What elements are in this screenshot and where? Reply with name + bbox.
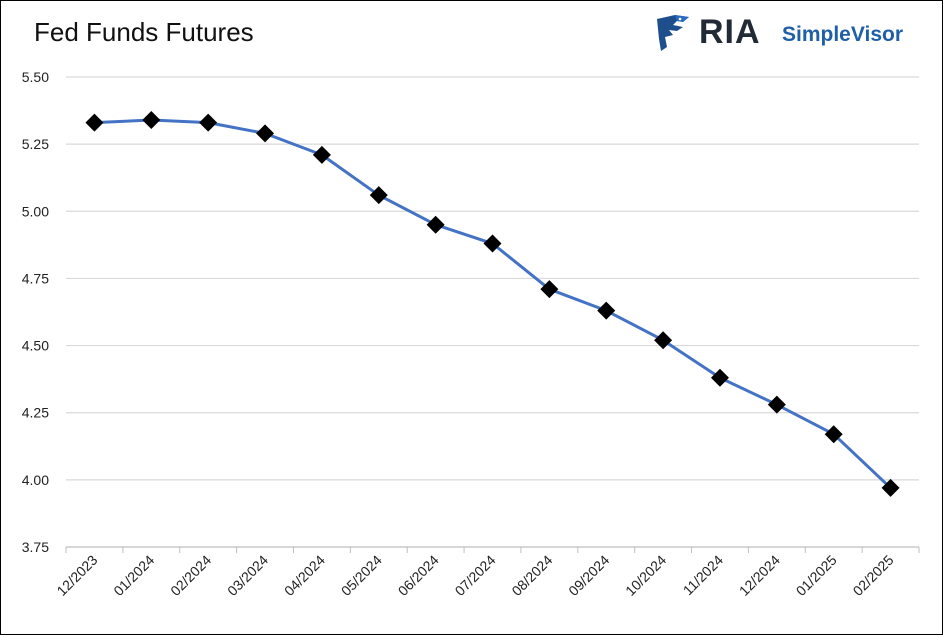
logo-brand: RIA xyxy=(699,13,761,51)
data-point xyxy=(256,124,275,143)
y-axis-ticks: 3.75 4.00 4.25 4.50 4.75 5.00 5.25 5.50 xyxy=(22,69,49,555)
x-tick-label: 09/2024 xyxy=(565,552,612,599)
x-tick-label: 01/2024 xyxy=(110,552,157,599)
y-tick-label: 5.00 xyxy=(22,203,49,219)
x-tick-label: 10/2024 xyxy=(622,552,669,599)
data-point xyxy=(85,113,104,132)
x-tick-label: 02/2025 xyxy=(850,552,897,599)
x-tick-label: 05/2024 xyxy=(338,552,385,599)
data-point xyxy=(199,113,218,132)
gridlines xyxy=(66,76,919,481)
x-tick-label: 02/2024 xyxy=(167,552,214,599)
data-point xyxy=(767,395,786,414)
y-tick-label: 4.50 xyxy=(22,338,49,354)
x-axis: 12/2023 01/2024 02/2024 03/2024 04/2024 05/20… xyxy=(53,546,920,599)
data-point xyxy=(710,368,729,387)
data-point xyxy=(369,186,388,205)
y-tick-label: 5.50 xyxy=(22,69,49,85)
series-line xyxy=(94,118,892,490)
x-tick-label: 04/2024 xyxy=(281,552,328,599)
data-point xyxy=(142,110,161,129)
logo-product: SimpleVisor xyxy=(782,23,903,46)
x-tick-label: 12/2024 xyxy=(736,552,783,599)
y-tick-label: 4.75 xyxy=(22,270,49,286)
y-tick-label: 4.00 xyxy=(22,472,49,488)
x-tick-label: 11/2024 xyxy=(680,552,727,599)
data-point xyxy=(824,425,843,444)
series-layer xyxy=(85,110,900,497)
data-point xyxy=(881,478,900,497)
x-tick-label: 12/2023 xyxy=(53,552,100,599)
data-point xyxy=(312,145,331,164)
data-point xyxy=(426,215,445,234)
x-tick-label: 07/2024 xyxy=(452,552,499,599)
x-tick-label: 03/2024 xyxy=(224,552,271,599)
x-tick-label: 06/2024 xyxy=(395,552,442,599)
x-tick-label: 01/2025 xyxy=(793,552,840,599)
x-tick-label: 08/2024 xyxy=(508,552,555,599)
eagle-icon xyxy=(657,15,689,51)
chart-title: Fed Funds Futures xyxy=(34,17,254,47)
data-point xyxy=(483,234,502,253)
y-tick-label: 4.25 xyxy=(22,405,49,421)
data-point xyxy=(597,301,616,320)
y-tick-label: 5.25 xyxy=(22,136,49,152)
data-point xyxy=(540,280,559,299)
y-tick-label: 3.75 xyxy=(22,539,49,555)
data-point xyxy=(654,331,673,350)
